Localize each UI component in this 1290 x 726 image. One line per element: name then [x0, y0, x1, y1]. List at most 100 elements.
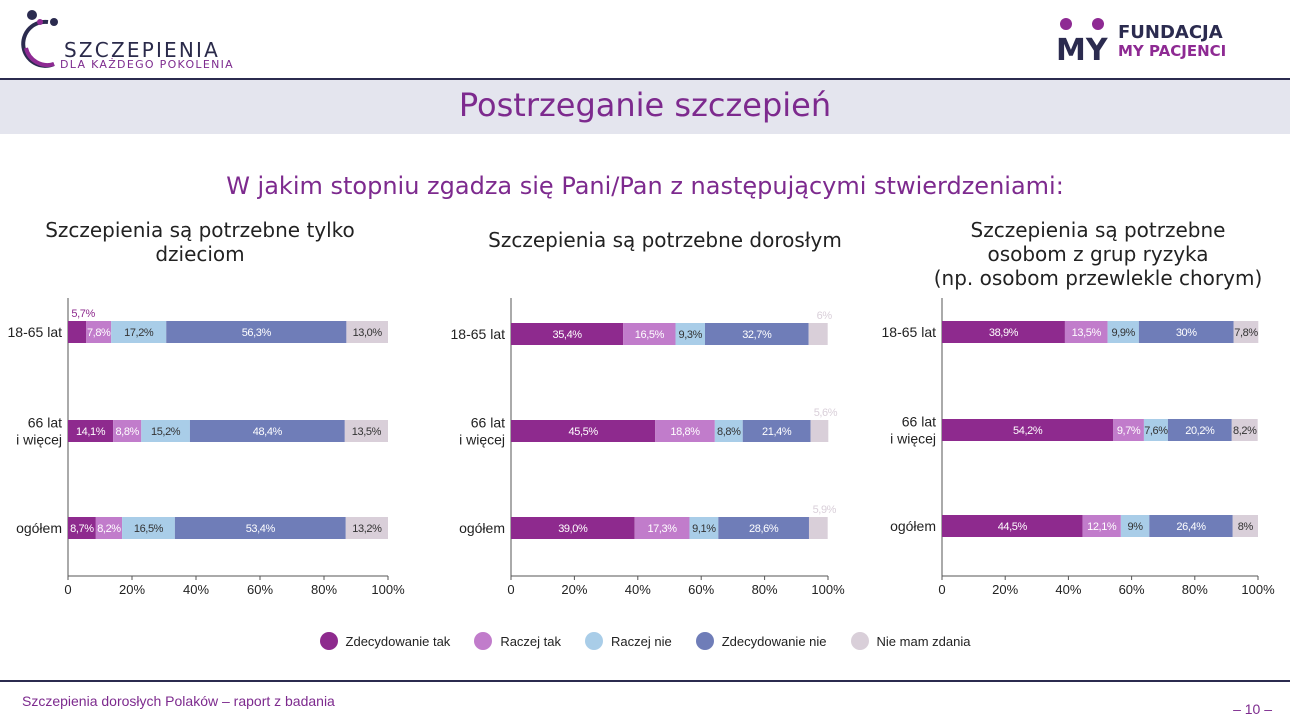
chart-1-data-label: 28,6% [749, 523, 779, 535]
chart-1-bar-segment [718, 517, 809, 539]
chart-2-data-label: 9,9% [1111, 327, 1135, 339]
legend-label: Zdecydowanie nie [721, 633, 827, 649]
footer-divider [0, 680, 1290, 682]
chart-0-x-tick-label: 40% [183, 582, 209, 597]
logo-fundacja: MY FUNDACJA MY PACJENCI [1054, 14, 1254, 66]
legend-dot-icon [585, 632, 604, 650]
chart-0-data-label: 13,5% [352, 426, 382, 438]
chart-2-category-label: i więcej [890, 431, 936, 447]
logo-tagline: DLA KAŻDEGO POKOLENIA [60, 58, 234, 71]
question-text: W jakim stopniu zgadza się Pani/Pan z na… [226, 172, 1064, 200]
legend-dot-icon [850, 632, 869, 650]
chart-title-adults-line-1: Szczepienia są potrzebne dorosłym [488, 228, 842, 252]
chart-1-bar-segment [810, 420, 829, 442]
chart-title-adults: Szczepienia są potrzebne dorosłym [455, 228, 875, 252]
chart-2-data-label: 9,7% [1117, 425, 1141, 437]
chart-2-category-label: 66 lat [902, 414, 936, 430]
chart-2-data-label: 13,5% [1072, 327, 1102, 339]
chart-0-bar-segment [345, 517, 388, 539]
chart-1-data-label: 16,5% [635, 329, 665, 341]
chart-2-bar-segment [1082, 515, 1121, 537]
chart-0-data-label: 8,8% [115, 426, 139, 438]
chart-1-data-label: 9,1% [692, 523, 716, 535]
chart-title-risk-line-1: Szczepienia są potrzebne [970, 218, 1226, 242]
chart-0-bar-segment [111, 321, 167, 343]
chart-1-data-label: 21,4% [762, 426, 792, 438]
chart-1-category-label: i więcej [459, 432, 505, 448]
chart-1-data-label: 9,3% [679, 329, 703, 341]
logo-arc-icon [21, 10, 58, 68]
chart-0-data-label: 56,3% [242, 327, 272, 339]
chart-0-bar-segment [68, 517, 96, 539]
chart-0-category-label: 18-65 lat [8, 324, 63, 340]
legend-dot-icon [695, 632, 714, 650]
legend-item-zdecydowanie-tak: Zdecydowanie tak [319, 632, 451, 650]
legend-dot-icon [474, 632, 493, 650]
chart-1-x-tick-label: 0 [507, 582, 514, 597]
chart-1-data-label: 35,4% [553, 329, 583, 341]
chart-0-data-label: 7,8% [87, 327, 111, 339]
chart-1-bar-segment [689, 517, 719, 539]
chart-0-data-label: 15,2% [151, 426, 181, 438]
chart-0-category-label: 66 lat [28, 415, 62, 431]
chart-0-bar-segment [344, 420, 388, 442]
chart-0-data-label: 8,2% [97, 523, 121, 535]
chart-1-bar-segment [655, 420, 715, 442]
header-divider [0, 78, 1290, 80]
chart-1-bar-segment [511, 323, 624, 345]
chart-0-x-tick-label: 60% [247, 582, 273, 597]
logo-fundacja-line2: MY PACJENCI [1118, 42, 1227, 60]
logo-brand-text: SZCZEPIENIA [64, 38, 221, 62]
chart-1-x-tick-label: 40% [625, 582, 651, 597]
chart-0-data-label: 53,4% [246, 523, 276, 535]
legend-label: Nie mam zdania [876, 633, 971, 649]
legend-item-nie-mam-zdania: Nie mam zdania [850, 632, 971, 650]
chart-0-x-tick-label: 0 [64, 582, 71, 597]
chart-2-data-label: 44,5% [998, 521, 1028, 533]
chart-1-data-label: 18,8% [670, 426, 700, 438]
chart-1-bar-segment [634, 517, 690, 539]
chart-0-data-label: 5,7% [71, 308, 95, 320]
chart-0-data-label: 13,2% [352, 523, 382, 535]
chart-title-risk-line-3: (np. osobom przewlekle chorym) [933, 266, 1263, 290]
chart-title-children-line-1: Szczepienia są potrzebne tylko [45, 218, 355, 242]
legend-label: Raczej tak [500, 633, 562, 649]
chart-0-bar-segment [113, 420, 142, 442]
chart-1-data-label: 5,6% [814, 407, 838, 419]
chart-0-data-label: 14,1% [76, 426, 106, 438]
chart-2-data-label: 26,4% [1176, 521, 1206, 533]
chart-2-category-label: ogółem [890, 518, 936, 534]
chart-1-x-tick-label: 100% [811, 582, 845, 597]
chart-1-data-label: 8,8% [717, 426, 741, 438]
chart-0-data-label: 16,5% [134, 523, 164, 535]
chart-2-bar-segment [1064, 321, 1108, 343]
chart-1-data-label: 32,7% [742, 329, 772, 341]
chart-2-x-tick-label: 20% [992, 582, 1018, 597]
chart-2-data-label: 12,1% [1087, 521, 1117, 533]
chart-1-data-label: 45,5% [569, 426, 599, 438]
chart-2-x-tick-label: 80% [1182, 582, 1208, 597]
chart-0-bar-segment [68, 321, 87, 343]
chart-1-category-label: 18-65 lat [451, 326, 506, 342]
chart-0-data-label: 13,0% [353, 327, 383, 339]
chart-2-bar-segment [1107, 321, 1139, 343]
chart-0-category-label: ogółem [16, 520, 62, 536]
legend-label: Zdecydowanie tak [345, 633, 451, 649]
chart-1-data-label: 39,0% [558, 523, 588, 535]
page-title: Postrzeganie szczepień [458, 86, 832, 124]
chart-1-x-tick-label: 60% [688, 582, 714, 597]
chart-2-x-tick-label: 40% [1055, 582, 1081, 597]
chart-2-bar-segment [942, 321, 1065, 343]
chart-title-risk-line-2: osobom z grup ryzyka [987, 242, 1209, 266]
chart-1-bar-segment [808, 517, 828, 539]
chart-1-bar-segment [714, 420, 743, 442]
chart-2-bar-segment [1233, 321, 1259, 343]
chart-2-data-label: 8% [1238, 521, 1254, 533]
chart-2-category-label: 18-65 lat [882, 324, 937, 340]
footer-report-title: Szczepienia dorosłych Polaków – raport z… [22, 693, 335, 709]
chart-2-bar-segment [1167, 419, 1232, 441]
chart-1-category-label: ogółem [459, 520, 505, 536]
chart-2-data-label: 9% [1128, 521, 1144, 533]
chart-2-bar-segment [1138, 321, 1234, 343]
